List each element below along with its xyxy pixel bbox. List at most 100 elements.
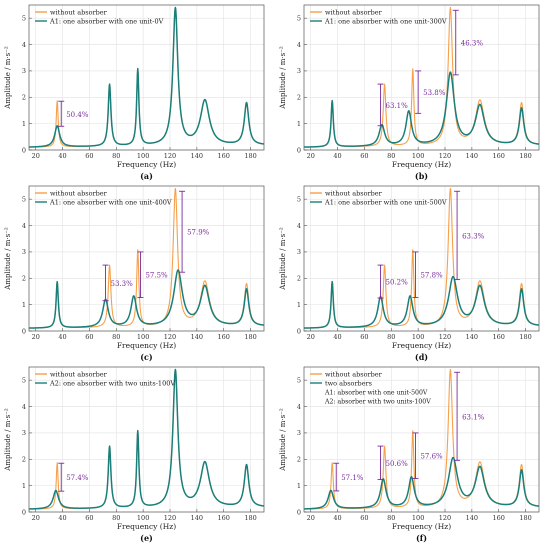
series-line — [303, 275, 540, 329]
x-tick-label: 40 — [58, 514, 66, 522]
y-axis-label: Amplitude / m·s⁻² — [279, 46, 287, 110]
y-tick-label: 1 — [297, 120, 301, 128]
legend-label: A1: one absorber with one unit-300V — [324, 18, 447, 26]
y-tick-label: 1 — [297, 482, 301, 490]
x-tick-label: 160 — [218, 333, 230, 341]
series-line — [28, 6, 265, 148]
chart-panel: 20 40 60 80 100 120 140 160 180 0 1 2 3 4 5 Frequency (… — [4, 185, 265, 362]
reduction-label: 53.8% — [423, 89, 446, 97]
legend-label: without absorber — [50, 190, 108, 198]
x-tick-label: 40 — [333, 333, 341, 341]
y-tick-label: 3 — [22, 248, 26, 256]
x-tick-label: 60 — [85, 152, 93, 160]
reduction-label: 57.6% — [420, 453, 443, 461]
y-tick-label: 5 — [22, 376, 26, 384]
x-axis-label: Frequency (Hz) — [392, 522, 451, 531]
reduction-label: 57.4% — [66, 474, 89, 482]
x-axis-label: Frequency (Hz) — [117, 341, 176, 350]
y-axis-label: Amplitude / m·s⁻² — [4, 408, 12, 472]
series-line — [303, 187, 540, 329]
series-line — [303, 456, 540, 510]
y-tick-label: 1 — [22, 301, 26, 309]
y-tick-label: 0 — [22, 508, 26, 516]
reduction-label: 63.3% — [462, 232, 485, 240]
plot-frame — [28, 366, 265, 513]
x-tick-label: 100 — [412, 514, 424, 522]
x-tick-label: 80 — [387, 333, 395, 341]
y-tick-label: 5 — [297, 14, 301, 22]
x-tick-label: 100 — [137, 152, 149, 160]
x-tick-label: 80 — [112, 333, 120, 341]
x-tick-label: 40 — [58, 152, 66, 160]
y-axis-label: Amplitude / m·s⁻² — [279, 227, 287, 291]
x-tick-label: 120 — [164, 152, 176, 160]
x-tick-label: 40 — [58, 333, 66, 341]
series-line — [28, 368, 265, 510]
chart-panel: 20 40 60 80 100 120 140 160 180 0 1 2 3 4 5 Frequency (… — [279, 4, 540, 181]
chart-panel: 20 40 60 80 100 120 140 160 180 0 1 2 3 4 5 Frequency (… — [4, 4, 265, 181]
x-axis-label: Frequency (Hz) — [392, 341, 451, 350]
x-axis-label: Frequency (Hz) — [117, 160, 176, 169]
plot-frame — [303, 4, 540, 151]
y-tick-label: 5 — [22, 195, 26, 203]
x-tick-label: 160 — [493, 152, 505, 160]
y-tick-label: 2 — [297, 275, 301, 283]
x-tick-label: 60 — [85, 514, 93, 522]
x-tick-label: 40 — [333, 152, 341, 160]
reduction-label: 63.1% — [386, 102, 409, 110]
y-tick-label: 3 — [297, 248, 301, 256]
series-line — [28, 6, 265, 148]
x-tick-label: 20 — [307, 333, 315, 341]
chart-panel: 20 40 60 80 100 120 140 160 180 0 1 2 3 4 5 Frequency (… — [279, 366, 540, 543]
x-tick-label: 20 — [32, 333, 40, 341]
y-tick-label: 0 — [22, 146, 26, 154]
x-tick-label: 100 — [412, 333, 424, 341]
plot-frame — [303, 366, 540, 513]
x-tick-label: 160 — [218, 514, 230, 522]
y-tick-label: 1 — [297, 301, 301, 309]
legend-label: without absorber — [325, 190, 383, 198]
y-tick-label: 5 — [297, 195, 301, 203]
x-tick-label: 140 — [466, 152, 478, 160]
reduction-label: 63.1% — [462, 413, 485, 421]
x-tick-label: 80 — [387, 514, 395, 522]
y-tick-label: 5 — [22, 14, 26, 22]
x-tick-label: 140 — [466, 333, 478, 341]
series-line — [303, 71, 540, 148]
y-axis-label: Amplitude / m·s⁻² — [4, 46, 12, 110]
x-tick-label: 80 — [387, 152, 395, 160]
x-tick-label: 40 — [333, 514, 341, 522]
x-tick-label: 20 — [307, 152, 315, 160]
y-tick-label: 3 — [297, 67, 301, 75]
legend-label: without absorber — [325, 9, 383, 17]
x-tick-label: 140 — [466, 514, 478, 522]
x-tick-label: 100 — [137, 333, 149, 341]
x-axis-label: Frequency (Hz) — [117, 522, 176, 531]
y-tick-label: 4 — [22, 222, 26, 230]
y-tick-label: 2 — [297, 456, 301, 464]
legend-label: two absorbers — [325, 380, 372, 388]
panel-label: (c) — [140, 352, 153, 362]
legend-note: A2: absorber with two units-100V — [324, 399, 431, 406]
legend-label: A1: one absorber with one unit-400V — [49, 199, 172, 207]
x-tick-label: 120 — [164, 333, 176, 341]
y-tick-label: 4 — [297, 403, 301, 411]
y-tick-label: 0 — [297, 327, 301, 335]
y-tick-label: 3 — [297, 429, 301, 437]
panel-label: (a) — [140, 171, 153, 181]
x-tick-label: 140 — [191, 514, 203, 522]
y-tick-label: 2 — [22, 456, 26, 464]
y-tick-label: 4 — [22, 403, 26, 411]
reduction-label: 53.3% — [111, 280, 134, 288]
chart-panel: 20 40 60 80 100 120 140 160 180 0 1 2 3 4 5 Frequency (… — [279, 185, 540, 362]
series-line — [28, 269, 265, 329]
x-tick-label: 180 — [244, 152, 256, 160]
x-tick-label: 60 — [360, 152, 368, 160]
x-tick-label: 160 — [218, 152, 230, 160]
x-tick-label: 100 — [137, 514, 149, 522]
legend-label: without absorber — [50, 9, 108, 17]
reduction-label: 57.1% — [341, 474, 364, 482]
legend-label: without absorber — [50, 371, 108, 379]
x-tick-label: 160 — [493, 333, 505, 341]
series-line — [28, 187, 265, 329]
